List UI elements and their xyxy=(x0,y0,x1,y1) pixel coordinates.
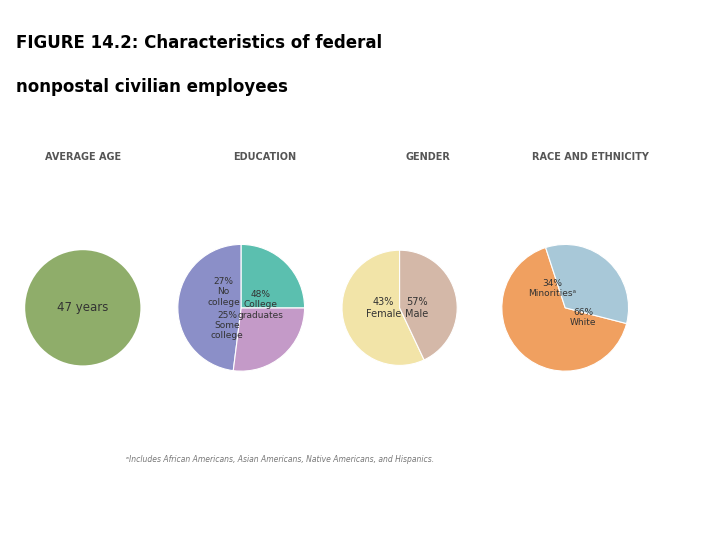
Text: 66%
White: 66% White xyxy=(570,308,596,327)
Text: RACE AND ETHNICITY: RACE AND ETHNICITY xyxy=(532,152,649,163)
Wedge shape xyxy=(546,245,629,323)
Wedge shape xyxy=(502,247,626,371)
Text: 34%
Minoritiesᵃ: 34% Minoritiesᵃ xyxy=(528,279,577,299)
Text: EDUCATION: EDUCATION xyxy=(233,152,297,163)
Wedge shape xyxy=(233,308,305,371)
Text: 47 years: 47 years xyxy=(57,301,109,314)
Text: 27%
No
college: 27% No college xyxy=(207,277,240,307)
Bar xyxy=(0,0,611,122)
Wedge shape xyxy=(400,250,457,360)
Text: nonpostal civilian employees: nonpostal civilian employees xyxy=(16,78,288,97)
Text: AVERAGE AGE: AVERAGE AGE xyxy=(45,152,121,163)
Text: 48%
College
graduates: 48% College graduates xyxy=(238,290,283,320)
Text: GENDER: GENDER xyxy=(405,152,450,163)
Wedge shape xyxy=(25,250,140,366)
Text: 14.1: 14.1 xyxy=(635,49,697,73)
Wedge shape xyxy=(178,245,241,370)
Wedge shape xyxy=(241,245,305,308)
Wedge shape xyxy=(342,250,424,366)
Text: FIGURE 14.2: Characteristics of federal: FIGURE 14.2: Characteristics of federal xyxy=(16,33,382,51)
Text: 43%
Female: 43% Female xyxy=(366,297,401,319)
Text: 57%
Male: 57% Male xyxy=(405,297,428,319)
Text: 25%
Some
college: 25% Some college xyxy=(211,310,243,340)
Text: ᵃIncludes African Americans, Asian Americans, Native Americans, and Hispanics.: ᵃIncludes African Americans, Asian Ameri… xyxy=(126,455,434,463)
